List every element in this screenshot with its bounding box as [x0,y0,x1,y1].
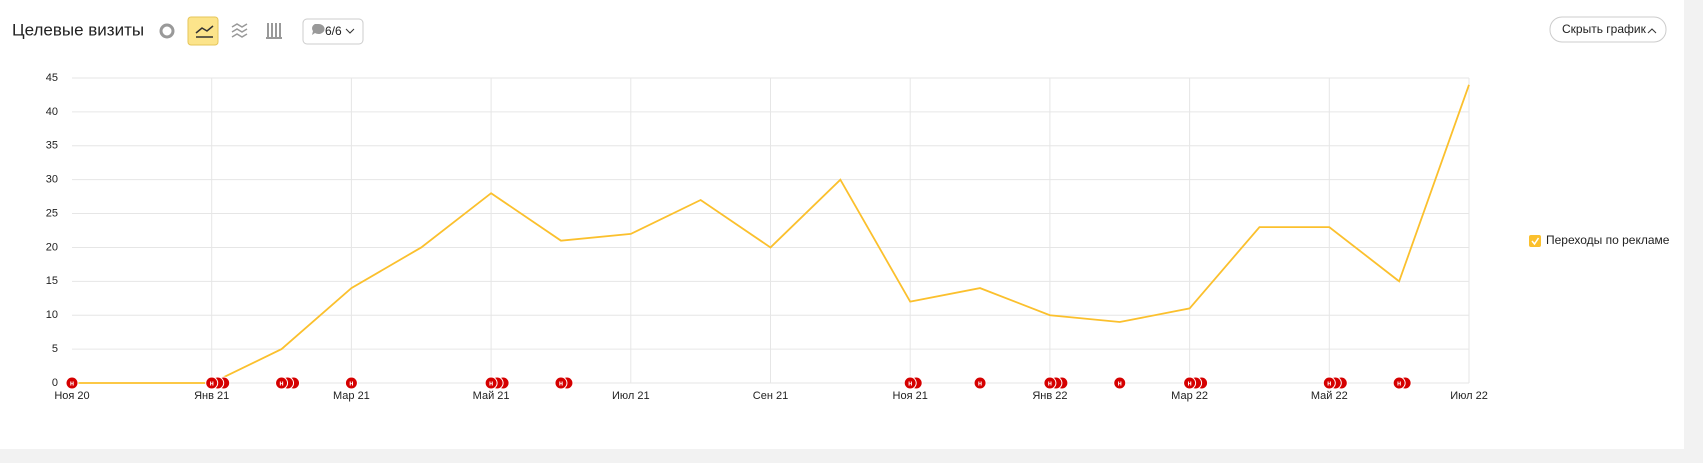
line-icon-active[interactable] [187,16,219,46]
pie-icon[interactable] [159,23,175,39]
annotations-count: 6/6 [325,24,342,38]
legend-label: Переходы по рекламе [1546,233,1670,247]
annotation-letter: н [1327,380,1331,387]
annotation-letter: н [559,380,563,387]
annotation-marker[interactable]: н [344,376,358,390]
scroll-strip [1684,0,1703,463]
footer-band [0,449,1684,463]
annotation-marker[interactable]: н [973,376,987,390]
annotation-marker[interactable]: н [1322,376,1348,390]
line-icon [195,25,214,38]
hide-chart-button[interactable] [1549,16,1667,43]
annotation-marker[interactable]: н [1113,376,1127,390]
annotation-dot [344,376,358,390]
annotation-dot [1183,376,1197,390]
y-tick-label: 20 [46,241,58,253]
y-tick-label: 25 [46,207,58,219]
annotation-dot [275,376,289,390]
annotation-letter: н [1048,380,1052,387]
x-tick-label: Ноя 21 [893,390,928,402]
chart-type-icons[interactable] [159,16,282,46]
x-tick-label: Сен 21 [753,390,788,402]
annotation-marker[interactable]: н [903,376,923,390]
y-tick-label: 45 [46,72,58,84]
x-tick-label: Июл 22 [1450,390,1488,402]
x-tick-label: Янв 21 [194,390,229,402]
annotation-letter: н [489,380,493,387]
panel [0,0,1684,449]
annotation-marker[interactable]: н [1392,376,1412,390]
y-tick-label: 15 [46,275,58,287]
annotation-dot [903,376,917,390]
annotation-marker[interactable]: н [205,376,231,390]
x-tick-label: Май 21 [473,390,510,402]
annotation-marker[interactable]: н [1183,376,1209,390]
x-tick-label: Ноя 20 [54,390,89,402]
annotation-letter: н [1118,380,1122,387]
annotation-letter: н [210,380,214,387]
chevron [345,28,355,34]
annotation-marker[interactable]: н [275,376,301,390]
annotation-dot [205,376,219,390]
annotation-marker[interactable]: н [554,376,574,390]
annotation-dot [484,376,498,390]
annotation-marker[interactable]: н [484,376,510,390]
report-title: Целевые визиты [12,20,144,39]
bar-icon[interactable] [266,23,282,39]
annotation-letter: н [1187,380,1191,387]
legend-check [1531,237,1540,246]
annotation-dot [65,376,79,390]
x-tick-label: Мар 22 [1171,390,1208,402]
annotation-dot [554,376,568,390]
annotation-letter: н [349,380,353,387]
area-icon[interactable] [231,23,248,38]
annotation-dot [1113,376,1127,390]
annotation-dot [1043,376,1057,390]
annotation-letter: н [978,380,982,387]
annotation-marker[interactable]: н [1043,376,1069,390]
data-line [72,84,1470,384]
legend-checkbox[interactable] [1529,235,1541,247]
y-tick-label: 35 [46,140,58,152]
comment-icon [312,23,325,35]
hide-chart-label: Скрыть график [1562,22,1647,36]
annotation-letter: н [1397,380,1401,387]
annotation-letter: н [908,380,912,387]
chevron-up [1647,28,1657,34]
annotation-dot [973,376,987,390]
y-tick-label: 10 [46,309,58,321]
annotation-letter: н [279,380,283,387]
annotation-dot [1322,376,1336,390]
annotation-marker[interactable]: н [65,376,79,390]
x-tick-label: Июл 21 [612,390,650,402]
y-tick-label: 0 [52,377,58,389]
y-tick-label: 5 [52,343,58,355]
x-tick-label: Янв 22 [1032,390,1067,402]
y-tick-label: 40 [46,106,58,118]
x-tick-label: Май 22 [1311,390,1348,402]
annotation-dot [1392,376,1406,390]
y-tick-label: 30 [46,174,58,186]
annotation-letter: н [70,380,74,387]
x-tick-label: Мар 21 [333,390,370,402]
